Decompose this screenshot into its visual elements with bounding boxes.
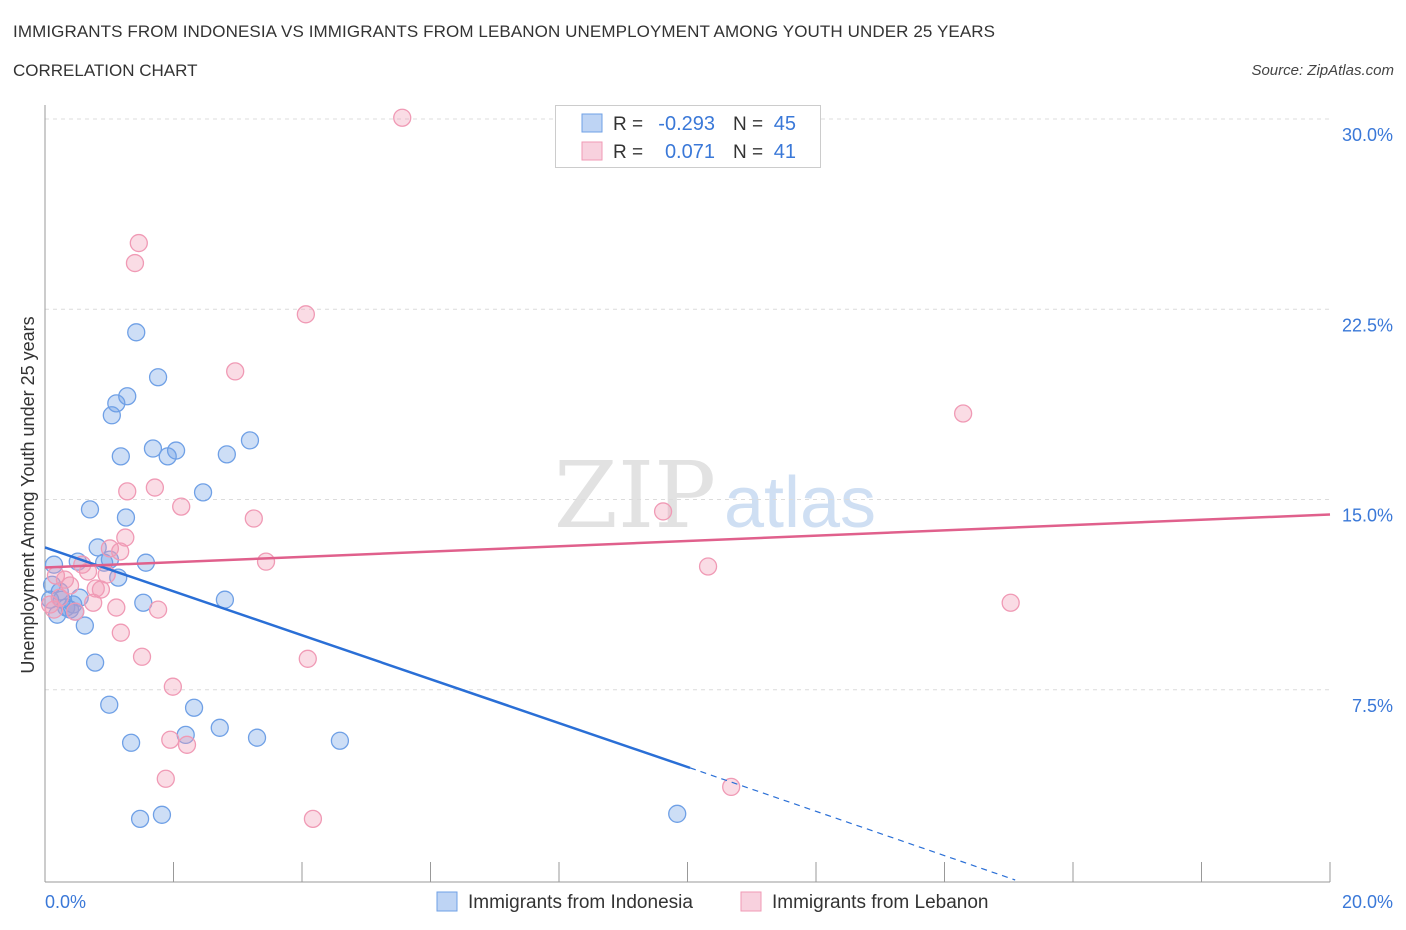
y-axis-label: Unemployment Among Youth under 25 years [18, 316, 38, 673]
stats-legend-box [555, 105, 821, 168]
indonesia-point [100, 695, 119, 714]
indonesia-point [247, 728, 267, 747]
lebanon-point [145, 478, 165, 497]
lebanon-point [953, 404, 973, 423]
y-tick-label: 15.0% [1342, 506, 1393, 526]
lebanon-point [132, 647, 152, 666]
lebanon-point [60, 576, 80, 595]
lebanon-point [107, 598, 126, 617]
legend-label: Immigrants from Indonesia [468, 892, 693, 913]
indonesia-trend-extension [689, 767, 1016, 881]
indonesia-point [70, 588, 89, 607]
indonesia-point [143, 439, 163, 458]
indonesia-point [330, 731, 350, 750]
lebanon-point [111, 623, 130, 642]
x-tick-label: 0.0% [45, 892, 86, 912]
lebanon-point [303, 809, 323, 829]
lebanon-point [393, 108, 412, 127]
n-label: N = [733, 114, 763, 135]
stats-swatch [581, 141, 603, 161]
lebanon-point [50, 588, 69, 607]
lebanon-point [84, 593, 103, 612]
legend-swatch [436, 891, 458, 912]
r-value: 0.071 [665, 141, 715, 163]
source-label: Source: ZipAtlas.com [1251, 62, 1394, 79]
indonesia-point [134, 593, 153, 612]
y-tick-label: 30.0% [1342, 125, 1393, 145]
lebanon-point [177, 735, 197, 754]
lebanon-point [118, 482, 137, 501]
y-tick-label: 22.5% [1342, 315, 1393, 335]
lebanon-point [226, 362, 245, 381]
r-value: -0.293 [658, 113, 715, 135]
indonesia-trend-line [44, 546, 691, 770]
indonesia-point [193, 483, 213, 502]
lebanon-point [698, 557, 718, 576]
chart-title: IMMIGRANTS FROM INDONESIA VS IMMIGRANTS … [13, 22, 996, 41]
indonesia-point [111, 447, 130, 466]
x-tick-label: 20.0% [1342, 892, 1393, 912]
lebanon-point [244, 509, 263, 528]
lebanon-point [156, 769, 175, 788]
y-tick-label: 7.5% [1352, 696, 1393, 716]
lebanon-point [86, 579, 105, 598]
lebanon-point [296, 305, 316, 324]
n-label: N = [733, 142, 763, 163]
indonesia-point [107, 394, 126, 413]
lebanon-point [256, 552, 276, 571]
lebanon-point [172, 497, 191, 516]
watermark-zip: ZIP [554, 442, 716, 549]
r-label: R = [613, 142, 643, 163]
indonesia-point [85, 653, 105, 672]
lebanon-point [100, 539, 120, 558]
watermark-atlas: atlas [724, 463, 876, 543]
chart-subtitle: CORRELATION CHART [13, 61, 198, 80]
lebanon-trend-line [44, 513, 1331, 569]
lebanon-point [44, 600, 64, 619]
indonesia-point [80, 500, 100, 519]
lebanon-point [66, 602, 85, 621]
lebanon-point [148, 600, 168, 619]
legend-swatch [740, 891, 762, 912]
lebanon-point [1001, 593, 1020, 612]
indonesia-point [158, 447, 177, 466]
lebanon-point [125, 253, 145, 273]
indonesia-point [668, 804, 687, 823]
indonesia-point [148, 368, 168, 387]
indonesia-point [118, 387, 137, 406]
legend-label: Immigrants from Lebanon [772, 892, 989, 913]
stats-swatch [581, 113, 603, 133]
lebanon-point [55, 570, 75, 589]
indonesia-point [75, 616, 94, 635]
indonesia-point [210, 718, 229, 737]
indonesia-point [130, 809, 150, 829]
indonesia-point [127, 323, 146, 342]
indonesia-point [184, 698, 204, 717]
lebanon-point [653, 502, 673, 521]
indonesia-point [217, 445, 236, 464]
indonesia-point [102, 406, 121, 425]
lebanon-point [161, 730, 180, 749]
lebanon-point [298, 649, 317, 668]
lebanon-point [129, 233, 148, 253]
n-value: 41 [774, 141, 796, 163]
indonesia-point [240, 431, 260, 450]
indonesia-point [116, 508, 136, 527]
n-value: 45 [774, 113, 796, 135]
lebanon-point [722, 777, 741, 797]
indonesia-point [121, 733, 141, 752]
lebanon-point [111, 542, 130, 561]
lebanon-point [116, 528, 135, 547]
indonesia-point [152, 805, 172, 824]
lebanon-point [163, 677, 183, 696]
r-label: R = [613, 114, 643, 135]
